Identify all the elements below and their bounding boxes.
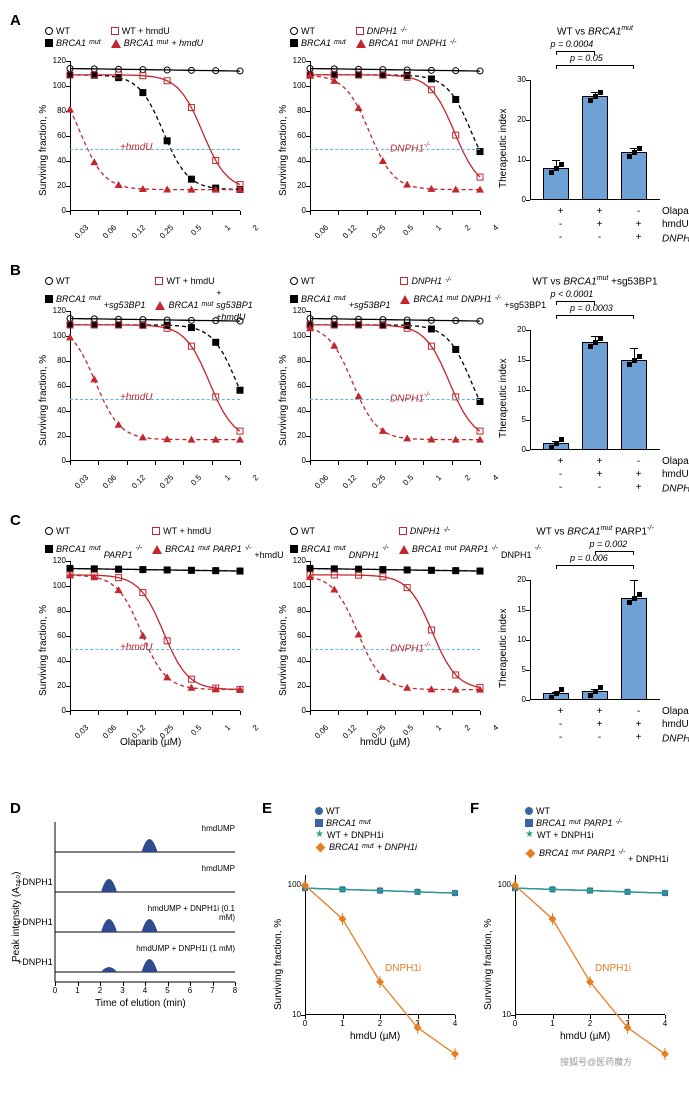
watermark: 搜狐号@医药魔方 [560,1055,632,1068]
svg-text:★: ★ [661,888,670,899]
svg-text:★: ★ [623,887,632,898]
svg-text:★: ★ [586,886,595,897]
svg-text:★: ★ [548,884,557,895]
